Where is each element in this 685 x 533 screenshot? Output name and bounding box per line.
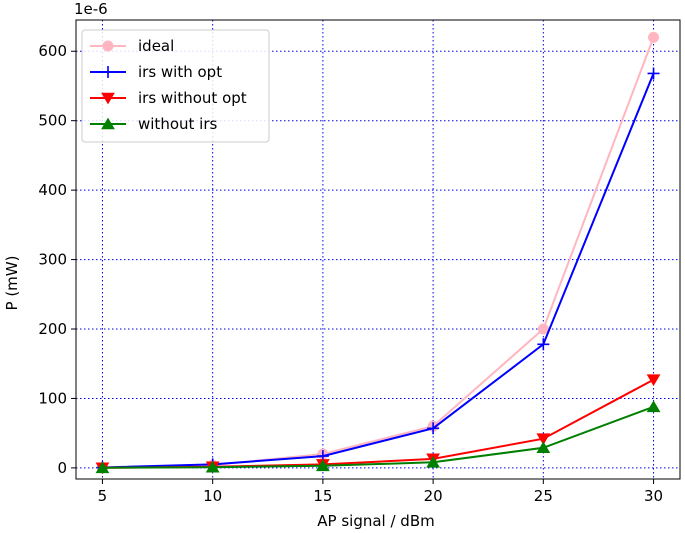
x-tick-label: 30 (644, 487, 663, 505)
y-tick-label: 100 (38, 389, 67, 407)
data-point (537, 323, 549, 335)
legend-marker (102, 40, 114, 52)
series-irs-without-opt (95, 374, 661, 475)
y-axis-offset-text: 1e-6 (74, 0, 108, 18)
series-line (102, 378, 654, 469)
data-point (536, 441, 551, 454)
y-tick-label: 500 (38, 112, 67, 130)
x-tick-label: 5 (98, 487, 108, 505)
y-axis-ticks: 0 100 200 300 400 500 600 (38, 42, 76, 477)
data-point (537, 338, 550, 351)
data-point (316, 459, 330, 472)
data-point (426, 455, 440, 468)
legend-item: without irs (90, 115, 217, 133)
x-axis-label: AP signal / dBm (317, 512, 434, 530)
data-point (648, 31, 660, 43)
axes-frame (75, 19, 681, 480)
x-axis-ticks: 5 10 15 20 25 30 (98, 479, 663, 505)
legend-item: ideal (90, 37, 174, 55)
legend: ideal irs with opt irs without opt without … (81, 29, 270, 143)
series-line (102, 73, 655, 469)
legend-item: irs without opt (90, 89, 247, 107)
data-point (205, 460, 220, 473)
legend-marker (101, 92, 115, 105)
legend-marker (101, 117, 115, 130)
series-line (102, 405, 654, 469)
data-point (647, 67, 660, 80)
y-tick-label: 200 (38, 320, 67, 338)
legend-label: ideal (138, 37, 174, 55)
x-tick-label: 15 (313, 487, 332, 505)
legend-item: irs with opt (90, 63, 222, 81)
legend-label: irs with opt (138, 63, 222, 81)
series-layer (95, 31, 661, 475)
data-point (536, 433, 551, 446)
data-point (427, 422, 440, 435)
data-point (95, 461, 110, 474)
y-tick-label: 600 (38, 42, 67, 60)
legend-label: without irs (138, 115, 217, 133)
y-tick-label: 400 (38, 181, 67, 199)
x-tick-label: 10 (203, 487, 222, 505)
legend-label: irs without opt (138, 89, 247, 107)
legend-marker (102, 66, 114, 78)
data-point (646, 400, 661, 413)
legend-box (81, 29, 270, 143)
x-tick-label: 20 (424, 487, 443, 505)
y-tick-label: 0 (57, 459, 67, 477)
y-tick-label: 300 (38, 251, 67, 269)
y-axis-label: P (mW) (3, 256, 21, 311)
series-without-irs (95, 400, 661, 474)
data-point (646, 374, 661, 387)
x-tick-label: 25 (534, 487, 553, 505)
